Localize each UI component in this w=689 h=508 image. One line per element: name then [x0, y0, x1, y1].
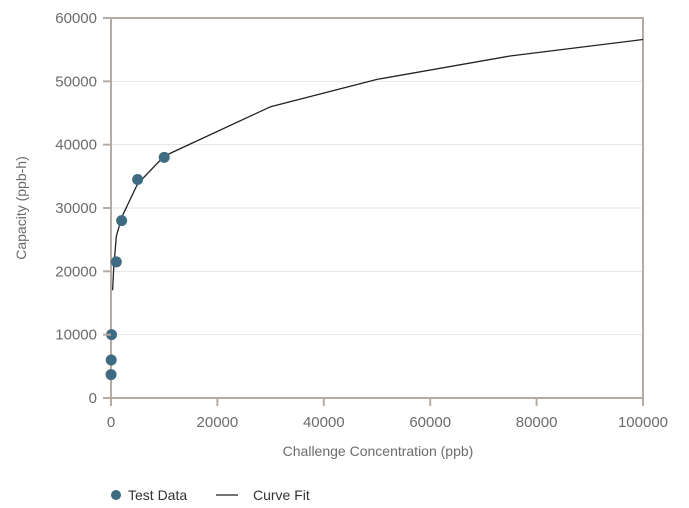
test-data-point — [105, 354, 117, 366]
tick-labels: 0 10000 20000 30000 40000 50000 60000 0 20000 400… — [55, 10, 668, 431]
legend: Test Data Curve Fit — [111, 487, 310, 503]
y-tick-label: 30000 — [55, 200, 97, 217]
test-data-point — [158, 151, 170, 163]
x-axis-title: Challenge Concentration (ppb) — [283, 443, 474, 459]
y-tick-label: 40000 — [55, 137, 97, 154]
x-tick-label: 0 — [107, 414, 115, 431]
x-tick-label: 40000 — [303, 414, 345, 431]
test-data-point — [106, 329, 118, 341]
x-tick-label: 60000 — [409, 414, 451, 431]
y-tick-label: 20000 — [55, 263, 97, 280]
legend-curve-fit-label: Curve Fit — [253, 487, 310, 503]
curve-fit-line — [111, 38, 644, 291]
x-tick-label: 80000 — [516, 414, 558, 431]
y-tick-label: 50000 — [55, 73, 97, 90]
y-tick-label: 0 — [89, 390, 97, 407]
grid-lines — [111, 80, 643, 336]
y-tick-label: 60000 — [55, 10, 97, 27]
test-data-point — [116, 215, 128, 227]
x-tick-label: 100000 — [618, 414, 668, 431]
y-tick-label: 10000 — [55, 327, 97, 344]
x-tick-label: 20000 — [197, 414, 239, 431]
legend-test-data-marker — [111, 490, 121, 500]
test-data-point — [105, 369, 117, 381]
legend-test-data-label: Test Data — [128, 487, 187, 503]
y-axis-title: Capacity (ppb-h) — [13, 156, 29, 260]
test-data-point — [132, 174, 144, 185]
test-data-point — [110, 256, 122, 268]
data-series — [105, 38, 644, 381]
